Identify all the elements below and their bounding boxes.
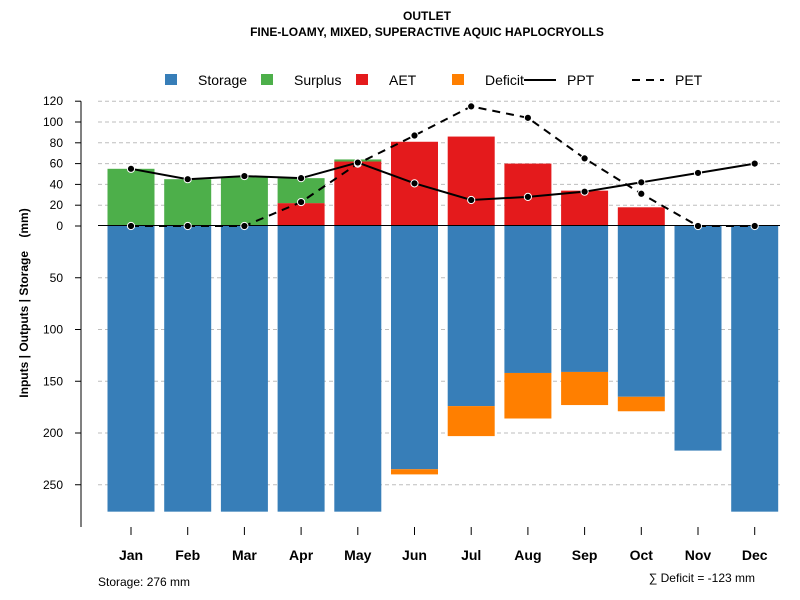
- y-tick-label: 0: [56, 219, 63, 233]
- storage-bar-mar: [220, 226, 268, 512]
- ppt-point-aug: [523, 192, 533, 201]
- surplus-bar-feb: [164, 179, 212, 226]
- y-tick-label: 100: [43, 323, 63, 337]
- ppt-point-mar: [240, 171, 249, 181]
- y-tick-label: 60: [50, 157, 64, 171]
- ppt-point-oct: [637, 178, 646, 187]
- storage-bar-aug: [504, 226, 552, 373]
- surplus-bar-mar: [220, 177, 268, 226]
- storage-bar-jan: [107, 226, 155, 512]
- y-axis-label: Inputs | Outputs | Storage (mm): [17, 208, 31, 397]
- pet-point-feb: [183, 221, 192, 231]
- y-tick-label: 250: [43, 478, 63, 492]
- x-tick-label-may: May: [344, 547, 371, 563]
- ppt-point-apr: [297, 174, 306, 183]
- storage-bar-dec: [731, 226, 779, 512]
- storage-bar-may: [334, 226, 382, 512]
- storage-bar-feb: [164, 226, 212, 512]
- legend-pet-label: PET: [675, 72, 703, 88]
- pet-point-mar: [240, 221, 249, 231]
- ppt-point-dec: [750, 159, 759, 168]
- deficit-bar-sep: [561, 371, 609, 406]
- aet-bar-apr: [277, 203, 325, 226]
- chart-title: OUTLET: [403, 9, 452, 23]
- ppt-point-jul: [467, 195, 476, 205]
- chart-subtitle: FINE-LOAMY, MIXED, SUPERACTIVE AQUIC HAP…: [250, 25, 604, 39]
- storage-note: Storage: 276 mm: [98, 575, 190, 589]
- deficit-bar-aug: [504, 372, 552, 419]
- pet-point-dec: [750, 221, 759, 231]
- legend-deficit-label: Deficit: [485, 72, 524, 88]
- pet-point-apr: [297, 197, 306, 207]
- y-tick-label: 40: [50, 177, 64, 191]
- legend-surplus-label: Surplus: [294, 72, 341, 88]
- pet-point-aug: [523, 113, 533, 122]
- y-tick-label: 200: [43, 426, 63, 440]
- deficit-bar-oct: [617, 396, 665, 412]
- legend-storage-swatch: [165, 74, 177, 85]
- y-tick-label: 50: [50, 271, 64, 285]
- pet-point-sep: [580, 154, 589, 163]
- series-lines: [126, 102, 759, 231]
- x-tick-label-oct: Oct: [630, 547, 654, 563]
- pet-point-oct: [637, 189, 646, 198]
- ppt-point-sep: [580, 187, 589, 196]
- ppt-point-may: [353, 158, 362, 167]
- legend-aet-label: AET: [389, 72, 417, 88]
- ppt-point-jun: [410, 179, 419, 188]
- x-tick-label-aug: Aug: [514, 547, 541, 563]
- ppt-line: [130, 161, 755, 202]
- y-tick-label: 150: [43, 374, 63, 388]
- bars: [107, 136, 779, 512]
- x-tick-label-mar: Mar: [232, 547, 257, 563]
- x-tick-label-jan: Jan: [119, 547, 143, 563]
- gridlines: [98, 100, 780, 486]
- storage-bar-oct: [617, 226, 665, 397]
- legend-surplus-swatch: [261, 74, 273, 85]
- storage-bar-apr: [277, 226, 325, 512]
- legend-ppt-label: PPT: [567, 72, 595, 88]
- y-tick-label: 80: [50, 136, 64, 150]
- aet-bar-may: [334, 161, 382, 226]
- pet-point-jun: [410, 131, 419, 140]
- storage-bar-jun: [391, 226, 438, 470]
- legend-aet-swatch: [356, 74, 368, 85]
- storage-bar-nov: [674, 226, 722, 451]
- deficit-note: ∑ Deficit = -123 mm: [649, 571, 755, 585]
- storage-bar-jul: [447, 226, 495, 407]
- aet-bar-jul: [447, 136, 495, 226]
- ppt-point-feb: [183, 175, 192, 184]
- x-tick-label-jun: Jun: [402, 547, 427, 563]
- x-tick-label-dec: Dec: [742, 547, 768, 563]
- ppt-point-nov: [693, 168, 703, 178]
- pet-point-jul: [467, 102, 476, 111]
- x-axis-labels: Jan Feb Mar Apr May Jun Jul Aug Sep Oct Nov Dec: [119, 527, 768, 563]
- legend: Storage Surplus AET Deficit PPT PET: [165, 72, 703, 88]
- x-tick-label-feb: Feb: [175, 547, 200, 563]
- pet-point-nov: [693, 221, 703, 231]
- pet-point-jan: [126, 221, 136, 231]
- legend-deficit-swatch: [452, 74, 464, 85]
- x-tick-label-nov: Nov: [685, 547, 712, 563]
- deficit-bar-jun: [391, 469, 438, 475]
- x-tick-label-sep: Sep: [572, 547, 598, 563]
- x-tick-label-apr: Apr: [289, 547, 314, 563]
- ppt-point-jan: [126, 164, 136, 173]
- aet-bar-sep: [561, 190, 609, 226]
- aet-bar-oct: [617, 207, 665, 226]
- y-tick-label: 100: [43, 115, 63, 129]
- x-tick-label-jul: Jul: [461, 547, 481, 563]
- storage-bar-sep: [561, 226, 609, 372]
- surplus-bar-jan: [107, 168, 155, 226]
- pet-line: [131, 105, 755, 227]
- legend-storage-label: Storage: [198, 72, 247, 88]
- deficit-bar-jul: [447, 406, 495, 437]
- y-tick-label: 120: [43, 94, 63, 108]
- y-tick-label: 20: [50, 198, 64, 212]
